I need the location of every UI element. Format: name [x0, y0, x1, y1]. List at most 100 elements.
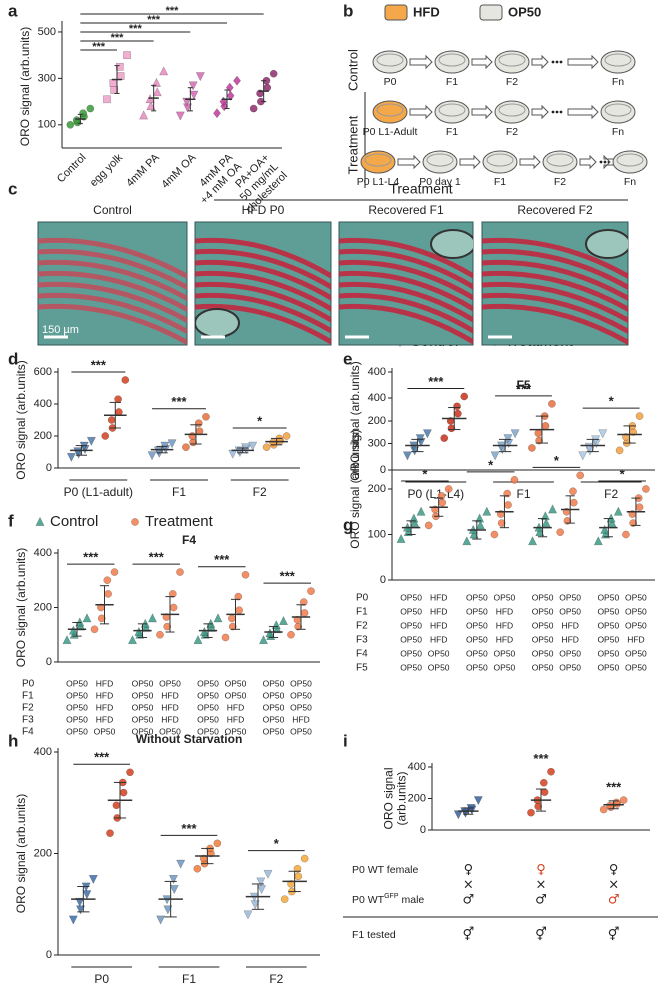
row-symbol: ♂ — [608, 893, 620, 908]
point — [188, 81, 198, 91]
worm-stripe — [339, 292, 473, 334]
sig-label: * — [422, 466, 428, 481]
point — [606, 801, 614, 810]
point — [131, 518, 139, 526]
table-cell: OP50 — [197, 678, 219, 688]
point — [293, 864, 302, 873]
arrow — [567, 54, 599, 70]
table-cell: OP50 — [132, 690, 154, 700]
point — [90, 625, 99, 634]
sig-label: *** — [111, 32, 125, 44]
panel-label: f — [8, 511, 14, 530]
table-cell: OP50 — [197, 714, 219, 724]
row-symbol: ♂ — [535, 893, 547, 908]
panel-label: c — [8, 179, 17, 198]
x-tick-label: 4mM OA — [159, 151, 199, 191]
point — [469, 529, 479, 539]
worm-stripe — [195, 259, 331, 301]
point — [613, 506, 623, 516]
point — [68, 625, 78, 635]
ellipsis-dot — [599, 160, 603, 164]
chart-title: Without Starvation — [136, 732, 243, 746]
table-cell: HFD — [627, 634, 644, 644]
point — [528, 536, 538, 546]
y-tick-label: 0 — [420, 824, 426, 836]
table-cell: OP50 — [290, 678, 312, 688]
ellipsis-dot — [559, 110, 563, 114]
point — [282, 432, 291, 440]
point — [101, 432, 110, 440]
row-symbol: ♀ — [536, 863, 546, 878]
legend-swatch — [384, 4, 408, 21]
table-cell: HFD — [96, 714, 113, 724]
point — [86, 104, 95, 113]
point — [249, 104, 258, 113]
sig-label: *** — [149, 550, 165, 565]
ellipsis-dot — [603, 160, 607, 164]
worm-stripe — [38, 248, 187, 291]
point — [114, 395, 122, 404]
table-cell: OP50 — [132, 726, 154, 736]
point — [534, 429, 543, 438]
plate — [434, 100, 470, 124]
point — [263, 83, 272, 92]
plate-rim — [486, 153, 514, 167]
point — [115, 62, 124, 71]
point — [547, 767, 555, 776]
sig-label: * — [488, 457, 494, 472]
table-cell: OP50 — [625, 606, 647, 616]
point — [278, 615, 288, 625]
table-cell: OP50 — [597, 648, 619, 658]
table-cell: HFD — [496, 606, 513, 616]
worm-stripe — [339, 237, 473, 279]
generation-label: P0 day 1 — [419, 176, 461, 188]
point — [535, 436, 543, 445]
point — [262, 443, 271, 452]
plate — [422, 150, 458, 174]
point — [606, 513, 616, 523]
plate — [494, 100, 530, 124]
ellipsis-dot — [555, 60, 559, 64]
point — [110, 568, 119, 576]
point — [134, 626, 144, 636]
table-cell: OP50 — [597, 620, 619, 630]
row-symbol: ♀ — [609, 863, 619, 878]
sig-label: * — [274, 836, 280, 851]
table-cell: OP50 — [625, 648, 647, 658]
arrow — [471, 104, 493, 120]
point — [116, 72, 125, 80]
plate-rim — [364, 153, 392, 167]
plate-rim — [616, 153, 644, 167]
point — [539, 778, 548, 787]
sig-label: *** — [280, 569, 296, 584]
x-tick-label: Control — [55, 152, 89, 186]
table-cell: OP50 — [532, 620, 554, 630]
chart-title: F4 — [182, 533, 196, 547]
point — [168, 590, 177, 598]
table-cell: OP50 — [197, 726, 219, 736]
plate-rim — [498, 53, 526, 67]
table-cell: OP50 — [597, 634, 619, 644]
generation-label: F2 — [506, 126, 518, 138]
table-cell: HFD — [430, 592, 447, 602]
y-tick-label: 300 — [38, 72, 56, 84]
plate — [434, 50, 470, 74]
plate — [542, 150, 578, 174]
point — [307, 587, 315, 596]
point — [444, 485, 453, 493]
worm-stripe — [195, 270, 331, 312]
table-cell: HFD — [161, 702, 178, 712]
table-cell: OP50 — [197, 702, 219, 712]
point — [168, 875, 178, 885]
section-label: Control — [345, 49, 360, 91]
generation-label: F1 — [446, 76, 458, 88]
point — [510, 429, 520, 439]
worm-stripe — [38, 281, 187, 324]
point — [62, 635, 72, 645]
table-cell: OP50 — [559, 648, 581, 658]
point — [123, 51, 131, 60]
table-cell: OP50 — [466, 648, 488, 658]
y-tick-label: 400 — [34, 746, 52, 758]
table-cell: HFD — [161, 714, 178, 724]
point — [228, 622, 237, 631]
